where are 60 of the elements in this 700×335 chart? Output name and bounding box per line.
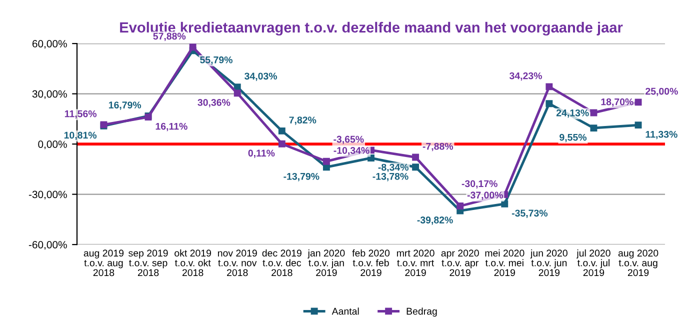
point	[634, 122, 642, 129]
data-label: -35,73%	[512, 210, 548, 218]
data-label: 24,13%	[556, 109, 589, 118]
point	[590, 124, 598, 132]
data-label: 55,79%	[200, 56, 232, 65]
y-tick-label: 60,00%	[32, 40, 67, 49]
legend-label: Bedrag	[406, 308, 437, 317]
data-label: 30,36%	[198, 99, 230, 108]
y-tick-label: -30,00%	[28, 190, 67, 200]
data-label: -37,00%	[467, 192, 503, 200]
x-tick-label: okt 2019 t.o.v. okt 2018	[174, 249, 212, 276]
point	[278, 127, 286, 134]
data-label: 25,00%	[646, 88, 678, 96]
data-label: 18,70%	[601, 98, 634, 107]
point	[322, 158, 330, 165]
data-label: -3,65%	[334, 136, 364, 144]
data-label: 11,33%	[646, 130, 678, 140]
x-tick-label: jan 2020 t.o.v. jan 2019	[308, 249, 345, 276]
point	[501, 200, 508, 208]
data-label: -13,78%	[372, 172, 408, 182]
data-label: 16,79%	[108, 102, 142, 110]
data-label: -13,79%	[284, 172, 320, 182]
x-tick-label: aug 2020 t.o.v. aug 2019	[618, 250, 658, 276]
y-tick-label: -60,00%	[28, 241, 67, 250]
x-tick-label: feb 2020 t.o.v. feb 2019	[352, 249, 390, 276]
data-label: 7,82%	[289, 116, 316, 125]
x-tick-label: mei 2020 t.o.v. mei 2019	[485, 249, 524, 276]
data-label: 0,11%	[248, 150, 275, 158]
point	[189, 44, 196, 51]
data-label: -7,88%	[422, 142, 454, 152]
point	[278, 140, 286, 148]
point	[590, 109, 598, 116]
legend-label: Aantal	[332, 308, 359, 315]
data-label: -39,82%	[417, 216, 453, 225]
y-tick-label: 30,00%	[32, 90, 67, 99]
point	[412, 164, 420, 171]
point	[234, 90, 241, 97]
x-tick-label: jul 2020 t.o.v. jul 2019	[576, 249, 610, 276]
y-tick-label: 0,00%	[38, 140, 67, 150]
x-tick-label: mrt 2020 t.o.v. mrt 2019	[397, 250, 434, 276]
x-tick-label: nov 2019 t.o.v. nov 2018	[218, 250, 257, 276]
data-label: -10,34%	[334, 147, 370, 156]
data-label: -30,17%	[462, 180, 498, 189]
data-label: 16,11%	[156, 122, 188, 132]
point	[412, 154, 420, 161]
point	[546, 83, 553, 90]
data-label: 34,03%	[244, 72, 278, 81]
x-tick-label: aug 2019 t.o.v. aug 2018	[84, 250, 124, 276]
point	[546, 100, 553, 108]
data-label: 9,55%	[560, 134, 587, 142]
x-tick-label: apr 2020 t.o.v. apr 2019	[441, 250, 479, 276]
x-tick-label: dec 2019 t.o.v. dec 2018	[262, 249, 302, 276]
x-tick-label: jun 2020 t.o.v. jun 2019	[530, 249, 568, 276]
x-tick-label: sep 2019 t.o.v. sep 2018	[128, 250, 168, 276]
data-label: 34,23%	[509, 72, 542, 81]
data-label: -8,34%	[378, 164, 408, 172]
point	[456, 202, 464, 210]
data-label: 11,56%	[64, 110, 97, 119]
point	[634, 98, 642, 106]
data-label: 10,81%	[64, 132, 97, 140]
